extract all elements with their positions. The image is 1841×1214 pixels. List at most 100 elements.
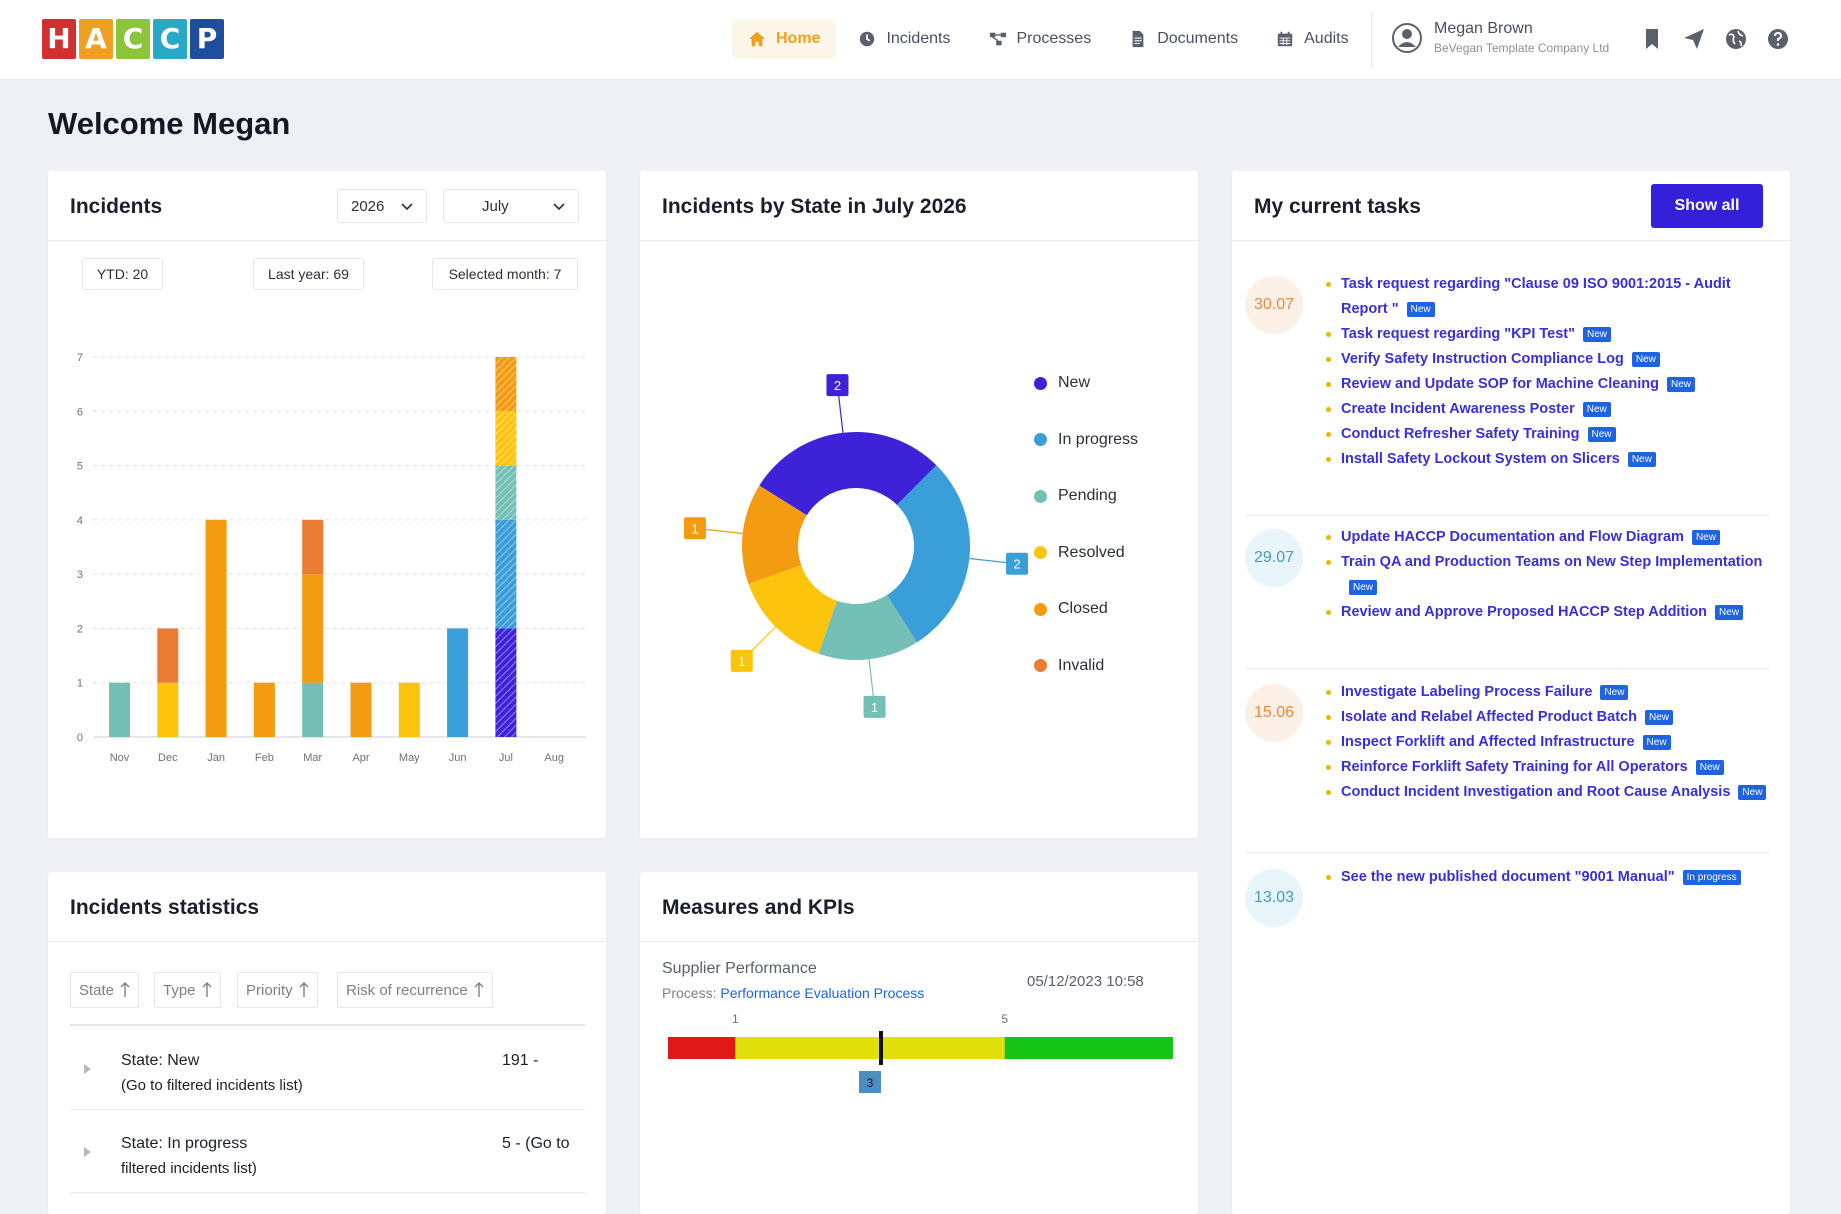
task-item[interactable]: Isolate and Relabel Affected Product Bat… — [1323, 705, 1773, 730]
sort-priority[interactable]: Priority — [237, 972, 318, 1008]
task-text[interactable]: Task request regarding "Clause 09 ISO 90… — [1341, 276, 1731, 317]
task-item[interactable]: Task request regarding "KPI Test" New — [1323, 322, 1773, 347]
bar-segment[interactable] — [205, 519, 227, 737]
tasks-card-title: My current tasks — [1254, 195, 1421, 218]
task-text[interactable]: Reinforce Forklift Safety Training for A… — [1341, 759, 1688, 775]
incidents-card-title: Incidents — [70, 195, 163, 218]
donut-slice[interactable] — [748, 565, 837, 654]
user-menu[interactable]: Megan Brown BeVegan Template Company Ltd — [1392, 20, 1609, 55]
legend-item[interactable]: Resolved — [1034, 544, 1125, 562]
task-text[interactable]: Conduct Incident Investigation and Root … — [1341, 784, 1731, 800]
x-tick-label: Jun — [449, 752, 467, 764]
bar-segment[interactable] — [302, 682, 324, 737]
help-icon[interactable] — [1766, 27, 1790, 51]
task-item[interactable]: Verify Safety Instruction Compliance Log… — [1323, 347, 1773, 372]
status-badge: New — [1631, 352, 1660, 367]
globe-icon[interactable] — [1724, 27, 1748, 51]
task-item[interactable]: Inspect Forklift and Affected Infrastruc… — [1323, 730, 1773, 755]
legend-dot — [1034, 546, 1047, 559]
donut-slice[interactable] — [886, 465, 970, 643]
task-item[interactable]: Task request regarding "Clause 09 ISO 90… — [1323, 272, 1773, 322]
donut-slice[interactable] — [742, 485, 807, 584]
arrow-up-icon — [299, 982, 309, 997]
nav-incidents[interactable]: Incidents — [842, 19, 966, 59]
nav-processes[interactable]: Processes — [973, 19, 1108, 59]
bar-segment[interactable] — [302, 519, 324, 575]
task-item[interactable]: Review and Approve Proposed HACCP Step A… — [1323, 600, 1773, 625]
task-text[interactable]: Investigate Labeling Process Failure — [1341, 684, 1593, 700]
task-text[interactable]: Verify Safety Instruction Compliance Log — [1341, 351, 1624, 367]
task-text[interactable]: Inspect Forklift and Affected Infrastruc… — [1341, 734, 1635, 750]
slice-value-label: 2 — [1013, 557, 1020, 572]
slice-value-label: 1 — [738, 654, 745, 669]
nav-audits[interactable]: Audits — [1260, 19, 1364, 59]
donut-slice[interactable] — [759, 432, 937, 516]
task-text[interactable]: Train QA and Production Teams on New Ste… — [1341, 554, 1763, 570]
show-all-button[interactable]: Show all — [1651, 184, 1763, 228]
stat-row-link[interactable]: (Go to filtered incidents list) — [121, 1077, 303, 1094]
task-item[interactable]: Update HACCP Documentation and Flow Diag… — [1323, 525, 1773, 550]
stat-row-in-progress[interactable]: State: In progress filtered incidents li… — [70, 1111, 585, 1193]
clock-icon — [860, 31, 875, 47]
task-text[interactable]: Conduct Refresher Safety Training — [1341, 426, 1580, 442]
bar-segment[interactable] — [157, 628, 179, 683]
task-text[interactable]: Create Incident Awareness Poster — [1341, 401, 1575, 417]
legend-item[interactable]: New — [1034, 374, 1090, 392]
month-value: July — [482, 197, 509, 215]
stat-row-link[interactable]: filtered incidents list) — [121, 1160, 257, 1177]
task-text[interactable]: Review and Approve Proposed HACCP Step A… — [1341, 604, 1708, 620]
nav-home[interactable]: Home — [732, 19, 837, 59]
task-item[interactable]: Train QA and Production Teams on New Ste… — [1323, 550, 1773, 600]
task-text[interactable]: Task request regarding "KPI Test" — [1341, 326, 1575, 342]
sort-state[interactable]: State — [70, 972, 140, 1008]
legend-item[interactable]: Pending — [1034, 487, 1117, 505]
task-item[interactable]: Conduct Incident Investigation and Root … — [1323, 780, 1773, 805]
incidents-card-header: Incidents 2026 July — [48, 171, 606, 241]
tasks-card: My current tasks — [1232, 171, 1790, 1214]
expand-arrow-icon[interactable] — [84, 1147, 91, 1157]
bar-segment[interactable] — [495, 628, 517, 737]
legend-item[interactable]: Invalid — [1034, 657, 1104, 675]
donut-slice[interactable] — [818, 595, 917, 661]
expand-arrow-icon[interactable] — [84, 1064, 91, 1074]
bar-segment[interactable] — [253, 682, 275, 737]
bar-segment[interactable] — [350, 682, 372, 737]
legend-item[interactable]: In progress — [1034, 431, 1138, 449]
task-text[interactable]: Review and Update SOP for Machine Cleani… — [1341, 376, 1659, 392]
bar-segment[interactable] — [447, 628, 469, 737]
sort-type[interactable]: Type — [154, 972, 221, 1008]
nav-documents[interactable]: Documents — [1113, 19, 1254, 59]
incidents-bar-chart: 0 1 2 3 4 5 6 7 Nov Dec Jan Feb Mar Apr May Jun Jul Aug — [77, 352, 586, 764]
task-text[interactable]: Isolate and Relabel Affected Product Bat… — [1341, 709, 1637, 725]
task-item[interactable]: Install Safety Lockout System on Slicers… — [1323, 447, 1773, 472]
task-item[interactable]: Create Incident Awareness Poster New — [1323, 397, 1773, 422]
task-item[interactable]: Conduct Refresher Safety Training New — [1323, 422, 1773, 447]
task-text[interactable]: Install Safety Lockout System on Slicers — [1341, 451, 1620, 467]
bar-segment[interactable] — [109, 682, 130, 737]
bar-segment[interactable] — [398, 682, 420, 737]
task-item[interactable]: Investigate Labeling Process Failure New — [1323, 680, 1773, 705]
bar-segment[interactable] — [302, 574, 324, 683]
sort-risk[interactable]: Risk of recurrence — [337, 972, 493, 1008]
bar-segment[interactable] — [495, 465, 517, 520]
kpi-process-link[interactable]: Performance Evaluation Process — [720, 985, 925, 1001]
status-badge: New — [1587, 427, 1616, 442]
task-date: 29.07 — [1245, 529, 1303, 587]
bookmark-icon[interactable] — [1640, 27, 1664, 51]
task-item[interactable]: Review and Update SOP for Machine Cleani… — [1323, 372, 1773, 397]
task-text[interactable]: Update HACCP Documentation and Flow Diag… — [1341, 529, 1684, 545]
stat-row-new[interactable]: State: New (Go to filtered incidents lis… — [70, 1028, 585, 1110]
year-select[interactable]: 2026 — [337, 189, 427, 223]
legend-item[interactable]: Closed — [1034, 600, 1108, 618]
send-icon[interactable] — [1682, 27, 1706, 51]
task-item[interactable]: See the new published document "9001 Man… — [1323, 865, 1773, 890]
month-select[interactable]: July — [443, 189, 579, 223]
bar-segment[interactable] — [495, 411, 517, 466]
task-text[interactable]: See the new published document "9001 Man… — [1341, 869, 1675, 885]
bar-segment[interactable] — [495, 357, 517, 412]
bar-segment[interactable] — [157, 682, 179, 737]
nav-processes-label: Processes — [1016, 30, 1092, 47]
task-item[interactable]: Reinforce Forklift Safety Training for A… — [1323, 755, 1773, 780]
bar-segment[interactable] — [495, 519, 517, 629]
